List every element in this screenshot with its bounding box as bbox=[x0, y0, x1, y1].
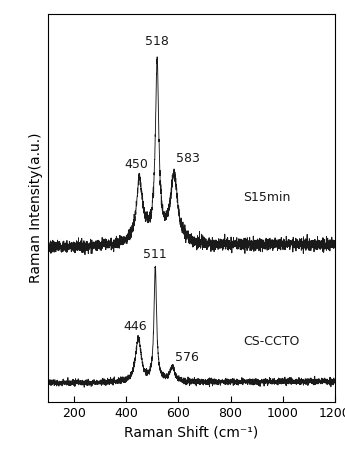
Text: 446: 446 bbox=[123, 320, 147, 333]
Y-axis label: Raman Intensity(a.u.): Raman Intensity(a.u.) bbox=[29, 133, 43, 283]
Text: CS-CCTO: CS-CCTO bbox=[244, 335, 300, 348]
Text: 518: 518 bbox=[145, 35, 169, 48]
Text: 576: 576 bbox=[175, 351, 198, 364]
Text: 450: 450 bbox=[124, 158, 148, 171]
Text: S15min: S15min bbox=[244, 191, 291, 204]
Text: 511: 511 bbox=[144, 248, 167, 261]
Text: 583: 583 bbox=[176, 152, 200, 165]
X-axis label: Raman Shift (cm⁻¹): Raman Shift (cm⁻¹) bbox=[124, 425, 259, 440]
